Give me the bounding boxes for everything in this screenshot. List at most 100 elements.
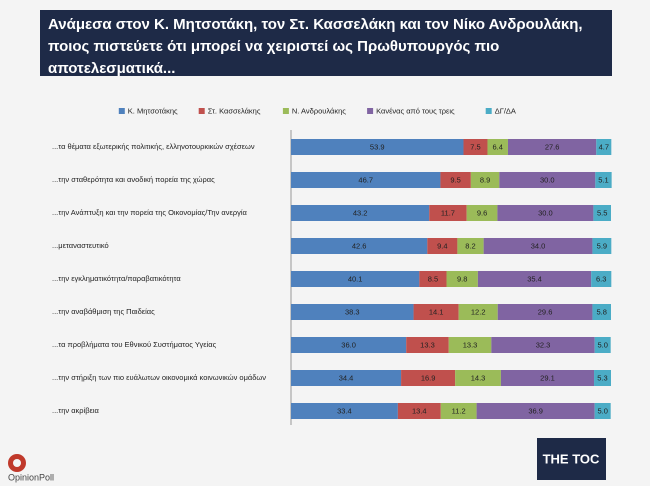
value-label: 14.1 bbox=[429, 307, 444, 316]
value-label: 9.5 bbox=[450, 175, 460, 184]
bar-segment bbox=[291, 337, 407, 353]
bar-segment bbox=[446, 271, 478, 287]
bar-segment bbox=[440, 403, 477, 419]
bar-segment bbox=[591, 271, 612, 287]
value-label: 5.0 bbox=[597, 340, 607, 349]
bar-segment bbox=[594, 403, 611, 419]
category-label: ...την στήριξη των πιο ευάλωτων οικονομι… bbox=[52, 373, 266, 382]
bar-segment bbox=[499, 172, 596, 188]
value-label: 13.3 bbox=[463, 340, 478, 349]
value-label: 9.8 bbox=[457, 274, 467, 283]
value-label: 14.3 bbox=[471, 373, 486, 382]
bar-segment bbox=[455, 370, 501, 386]
category-label: ...την αναβάθμιση της Παιδείας bbox=[52, 307, 155, 316]
bar-segment bbox=[470, 172, 500, 188]
value-label: 8.9 bbox=[480, 175, 490, 184]
value-label: 33.4 bbox=[337, 406, 352, 415]
bar-segment bbox=[594, 370, 611, 386]
category-label: ...την εγκληματικότητα/παραβατικότητα bbox=[52, 274, 181, 283]
legend-swatch bbox=[118, 108, 125, 114]
bar-segment bbox=[476, 403, 595, 419]
value-label: 42.6 bbox=[352, 241, 367, 250]
value-label: 13.4 bbox=[412, 406, 427, 415]
bar-segment bbox=[427, 238, 458, 254]
chart-title: Ανάμεσα στον Κ. Μητσοτάκη, τον Στ. Κασσε… bbox=[40, 10, 612, 77]
category-label: ...μεταναστευτικό bbox=[52, 241, 109, 250]
logo-right: THE TOC bbox=[543, 451, 600, 466]
value-label: 4.7 bbox=[599, 142, 609, 151]
value-label: 11.7 bbox=[441, 208, 455, 217]
bar-segment bbox=[291, 403, 398, 419]
category-label: ...την Ανάπτυξη και την πορεία της Οικον… bbox=[52, 208, 248, 217]
bar-segment bbox=[291, 238, 428, 254]
value-label: 9.4 bbox=[437, 241, 447, 250]
value-label: 30.0 bbox=[540, 175, 555, 184]
value-label: 43.2 bbox=[353, 208, 368, 217]
bar-segment bbox=[406, 337, 449, 353]
bar-segment bbox=[291, 139, 464, 155]
legend-swatch bbox=[485, 108, 492, 114]
bar-segment bbox=[291, 271, 420, 287]
legend-swatch bbox=[198, 108, 205, 114]
value-label: 7.5 bbox=[470, 142, 480, 151]
value-label: 16.9 bbox=[421, 373, 436, 382]
bar-segment bbox=[413, 304, 459, 320]
bar-segment bbox=[477, 271, 592, 287]
bar-segment bbox=[291, 370, 402, 386]
value-label: 5.8 bbox=[597, 307, 607, 316]
value-label: 32.3 bbox=[536, 340, 551, 349]
value-label: 12.2 bbox=[471, 307, 486, 316]
value-label: 35.4 bbox=[527, 274, 542, 283]
value-label: 34.0 bbox=[531, 241, 546, 250]
value-label: 27.6 bbox=[545, 142, 560, 151]
category-label: ...την σταθερότητα και ανοδική πορεία τη… bbox=[52, 175, 215, 184]
legend-swatch bbox=[367, 108, 374, 114]
category-label: ...τα θέματα εξωτερικής πολιτικής, ελλην… bbox=[52, 142, 255, 151]
value-label: 34.4 bbox=[339, 373, 354, 382]
value-label: 5.9 bbox=[597, 241, 607, 250]
bar-segment bbox=[457, 238, 484, 254]
bar-segment bbox=[595, 172, 612, 188]
bar-segment bbox=[463, 139, 488, 155]
legend-swatch bbox=[282, 108, 289, 114]
bar-segment bbox=[291, 172, 441, 188]
value-label: 11.2 bbox=[452, 406, 466, 415]
legend-label: Κανένας από τους τρεις bbox=[376, 106, 455, 115]
bar-segment bbox=[466, 205, 498, 221]
value-label: 29.6 bbox=[538, 307, 553, 316]
logo-box bbox=[537, 438, 606, 480]
value-label: 6.4 bbox=[493, 142, 503, 151]
bar-segment bbox=[419, 271, 447, 287]
bar-segment bbox=[497, 304, 593, 320]
value-label: 46.7 bbox=[358, 175, 373, 184]
bar-segment bbox=[487, 139, 508, 155]
value-label: 8.2 bbox=[465, 241, 475, 250]
bar-segment bbox=[483, 238, 593, 254]
bar-segment bbox=[497, 205, 594, 221]
bar-segment bbox=[592, 304, 611, 320]
value-label: 30.0 bbox=[538, 208, 553, 217]
value-label: 29.1 bbox=[540, 373, 555, 382]
value-label: 38.3 bbox=[345, 307, 360, 316]
value-label: 5.0 bbox=[597, 406, 607, 415]
bar-segment bbox=[596, 139, 612, 155]
category-label: ...την ακρίβεια bbox=[52, 406, 100, 415]
bar-segment bbox=[401, 370, 456, 386]
bar-segment bbox=[507, 139, 597, 155]
bar-segment bbox=[594, 337, 611, 353]
value-label: 36.0 bbox=[341, 340, 356, 349]
legend-label: Κ. Μητσοτάκης bbox=[128, 106, 178, 115]
bar-segment bbox=[448, 337, 492, 353]
bar-segment bbox=[291, 205, 430, 221]
logo-left: OpinionPoll bbox=[8, 472, 54, 482]
value-label: 13.3 bbox=[420, 340, 435, 349]
bar-segment bbox=[397, 403, 441, 419]
bar-segment bbox=[500, 370, 595, 386]
category-label: ...τα προβλήματα του Εθνικού Συστήματος … bbox=[52, 340, 217, 349]
bar-segment bbox=[291, 304, 414, 320]
bar-segment bbox=[592, 238, 612, 254]
bar-segment bbox=[429, 205, 467, 221]
value-label: 53.9 bbox=[370, 142, 385, 151]
